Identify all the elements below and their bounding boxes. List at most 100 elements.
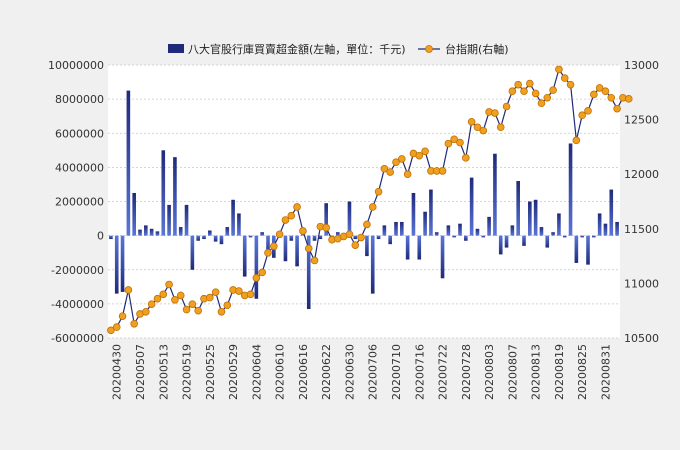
bar [336, 232, 340, 236]
left-tick-label: -6000000 [51, 332, 104, 345]
legend: 八大官股行庫買賣超金額(左軸，單位：千元) 台指期(右軸) [168, 42, 509, 56]
x-tick-label: 20200722 [437, 344, 450, 400]
bar [167, 204, 171, 236]
line-point [194, 306, 202, 315]
bar [597, 213, 602, 236]
line-point [165, 280, 173, 289]
line-point [275, 230, 284, 239]
line-point [374, 187, 383, 196]
bar [516, 181, 520, 236]
bar [592, 235, 596, 238]
bar [365, 235, 369, 257]
bar [417, 235, 422, 260]
bar [109, 235, 113, 240]
bar [557, 213, 561, 236]
legend-line-marker [425, 45, 433, 53]
bar [120, 235, 125, 292]
bar [260, 232, 264, 236]
line-point [386, 168, 394, 176]
bar [178, 227, 183, 236]
line-point [182, 305, 191, 314]
bar [266, 235, 270, 257]
line-point [270, 242, 278, 251]
line-point [491, 109, 499, 117]
line-point [153, 294, 162, 303]
left-tick-label: 2000000 [55, 196, 104, 209]
bar [464, 235, 468, 241]
bar [568, 143, 573, 236]
bar [289, 235, 294, 241]
bar [242, 235, 247, 277]
line-point [351, 241, 360, 249]
x-tick-label: 20200507 [134, 344, 147, 400]
x-tick-label: 20200831 [599, 344, 612, 400]
line-point [107, 326, 115, 335]
line-point [176, 291, 185, 300]
line-point [304, 244, 313, 253]
x-tick-label: 20200803 [483, 344, 496, 400]
x-tick-label: 20200819 [553, 344, 566, 400]
line-point [246, 290, 255, 299]
line-point [444, 139, 453, 148]
bar [138, 229, 142, 236]
bar [434, 232, 439, 236]
bar [400, 221, 404, 236]
line-point [206, 293, 214, 302]
line-point [590, 90, 598, 99]
bar [551, 232, 555, 236]
line-point [456, 138, 464, 147]
legend-line-label: 台指期(右軸) [445, 42, 509, 56]
line-point [467, 117, 476, 126]
bar [219, 235, 224, 245]
right-tick-label: 13000 [624, 59, 659, 72]
line-point [578, 111, 586, 120]
left-tick-label: -2000000 [51, 264, 104, 277]
legend-bar-label: 八大官股行庫買賣超金額(左軸，單位：千元) [188, 42, 406, 56]
line-point [142, 307, 150, 316]
bar [237, 213, 241, 236]
line-point [322, 223, 330, 232]
x-tick-label: 20200604 [250, 344, 263, 400]
x-tick-label: 20200728 [460, 344, 473, 400]
line-point [526, 79, 534, 88]
x-tick-label: 20200529 [227, 344, 240, 400]
bar [394, 221, 398, 236]
bar [161, 150, 166, 236]
bar [487, 216, 491, 236]
bar [388, 235, 392, 245]
line-point [421, 147, 429, 156]
right-tick-label: 12500 [624, 114, 659, 127]
line-point [281, 216, 290, 224]
line-point [124, 286, 133, 294]
bar [522, 235, 526, 246]
line-point [601, 87, 610, 96]
line-point [159, 290, 168, 299]
bar [469, 177, 474, 236]
x-tick-label: 20200706 [367, 344, 380, 400]
line-point [368, 203, 377, 211]
line-point [473, 123, 482, 132]
x-tick-label: 20200622 [320, 344, 333, 400]
x-tick-label: 20200710 [390, 344, 403, 400]
bar [149, 228, 154, 236]
bar [132, 192, 136, 236]
bar [429, 189, 433, 236]
bar [405, 235, 410, 260]
bar [144, 225, 148, 236]
x-tick-label: 20200807 [506, 344, 519, 400]
bar [208, 230, 212, 236]
x-tick-label: 20200825 [576, 344, 589, 400]
line-point [299, 227, 307, 235]
legend-bar-swatch [168, 44, 184, 53]
bar [510, 225, 515, 236]
left-tick-label: 4000000 [55, 161, 104, 174]
bar [504, 235, 509, 248]
right-tick-label: 10500 [624, 332, 659, 345]
bar [173, 157, 177, 236]
line-point [613, 104, 621, 113]
line-point [258, 268, 266, 277]
bar [539, 227, 544, 236]
line-point [560, 74, 569, 82]
bar [452, 235, 456, 238]
